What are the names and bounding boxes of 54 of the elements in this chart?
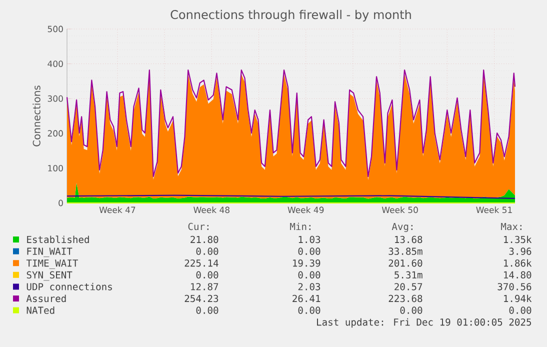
text: Cur: — [188, 222, 208, 230]
text: 0.00 — [196, 248, 218, 255]
text: 12.87 — [191, 283, 218, 290]
chart-title: Connections through firewall - by month — [170, 10, 411, 22]
y-tick-label: 0 — [58, 200, 63, 206]
text: 1.86k — [504, 259, 532, 267]
legend-label: Established — [27, 236, 89, 244]
text: 14.80 — [504, 271, 532, 279]
line-series — [66, 70, 516, 178]
y-axis-title: Connections — [32, 86, 40, 146]
x-tick-label: Week 47 — [99, 206, 136, 214]
text: 223.68 — [388, 294, 422, 302]
y-tick-label: 500 — [48, 26, 63, 32]
text: 370.56 — [498, 283, 532, 290]
legend-label: FIN_WAIT — [27, 248, 72, 258]
text: Min: — [290, 222, 310, 230]
legend-label: UDP connections — [26, 282, 112, 290]
y-tick-label: 300 — [48, 95, 63, 102]
text: 0.00 — [196, 271, 218, 279]
text: 0.00 — [196, 306, 218, 314]
x-tick-label: Week 50 — [382, 206, 418, 214]
y-tick-label: 400 — [48, 60, 63, 68]
text: 19.39 — [293, 259, 320, 267]
legend-label: Assured — [26, 294, 66, 302]
y-tick-label: 100 — [48, 164, 63, 172]
text: 33.85m — [388, 248, 422, 255]
text: Max: — [501, 222, 522, 230]
text: 0.00 — [298, 248, 320, 255]
x-tick-label: Week 48 — [194, 206, 230, 214]
text: Avg: — [392, 222, 412, 232]
legend-label: SYN_SENT — [26, 271, 72, 281]
text: 0.00 — [400, 306, 422, 314]
text: 3.96 — [509, 248, 532, 255]
x-tick-label: Week 51 — [476, 206, 512, 214]
y-tick-label: 200 — [48, 130, 63, 137]
text: 1.35k — [504, 236, 532, 244]
text: 1.94k — [504, 294, 532, 302]
text: 5.31m — [394, 271, 422, 279]
text: 254.23 — [184, 294, 218, 302]
text: 13.68 — [395, 236, 422, 244]
text: 225.14 — [184, 259, 218, 267]
text: Last update: Fri Dec 19 01:00:05 2025 — [317, 318, 531, 328]
text: 0.00 — [298, 306, 320, 314]
text: 2.03 — [298, 283, 320, 290]
text: 0.00 — [509, 306, 532, 314]
text: 201.60 — [388, 259, 422, 267]
legend-label: NATed — [26, 306, 54, 314]
text: 0.00 — [298, 271, 320, 279]
text: 20.57 — [394, 283, 422, 290]
text: 26.41 — [292, 294, 320, 302]
text: 1.03 — [298, 236, 320, 244]
text: 21.80 — [190, 236, 218, 244]
legend-label: TIME_WAIT — [26, 260, 78, 269]
x-tick-label: Week 49 — [288, 206, 324, 214]
